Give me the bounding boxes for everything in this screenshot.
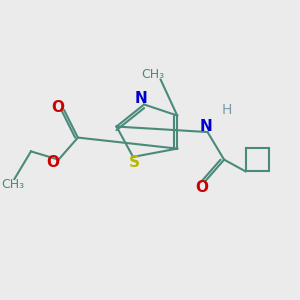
Text: S: S (129, 155, 140, 170)
Text: O: O (196, 180, 208, 195)
Text: N: N (135, 91, 148, 106)
Text: H: H (222, 103, 232, 117)
Text: CH₃: CH₃ (2, 178, 25, 191)
Text: N: N (200, 119, 213, 134)
Text: O: O (46, 155, 59, 170)
Text: CH₃: CH₃ (141, 68, 164, 81)
Text: O: O (52, 100, 64, 115)
